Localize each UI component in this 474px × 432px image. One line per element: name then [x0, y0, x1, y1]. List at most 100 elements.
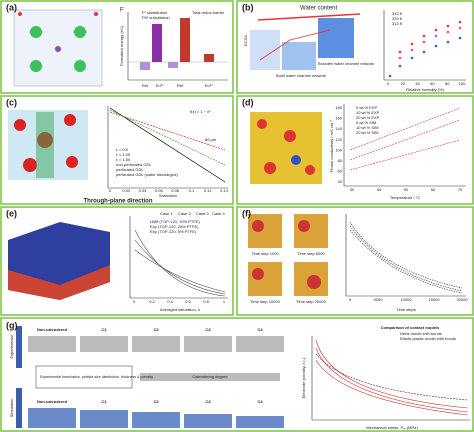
x-tick-label: 40: [415, 81, 420, 86]
x-label: Eu³⁺: [156, 83, 164, 88]
side-band: [16, 388, 22, 428]
x-tick-label: 40: [377, 187, 382, 192]
x-ticks: 0 0.2 0.4 0.6 0.8 1: [133, 299, 226, 304]
legend: ε = 1.50: [116, 157, 131, 162]
panel-border: [236, 206, 474, 316]
x-tick-label: 60: [431, 187, 436, 192]
side-band: [16, 326, 22, 368]
x-tick-label: 0: [109, 188, 112, 193]
y-tick-label: 100: [335, 147, 342, 152]
x-label: Saturation: [159, 193, 177, 198]
curve: [349, 221, 463, 294]
column-label: C3: [205, 399, 211, 404]
panel-border: [0, 0, 234, 94]
image: [8, 265, 110, 300]
curve: [134, 229, 226, 297]
panel-border: [0, 95, 234, 205]
column-label: C1: [101, 399, 107, 404]
column-label: C2: [153, 399, 159, 404]
legend: 0 wt.% EXP: [356, 105, 377, 110]
x-tick-label: 1: [223, 299, 226, 304]
markers: [398, 26, 462, 60]
panel-letter: F: [120, 8, 124, 14]
legend: perforated GDL (water discharged): [116, 172, 178, 177]
curve: [315, 339, 469, 416]
markers: [388, 36, 462, 78]
legend: 10 wt.% SIM: [356, 125, 378, 130]
x-tick-label: 0.6: [185, 299, 191, 304]
x-tick-label: 0.2: [149, 299, 155, 304]
bar: [204, 54, 214, 62]
annotation: Water content: [300, 6, 337, 12]
column-label: Non-calendered: [37, 327, 68, 332]
x-label: Ref: [177, 83, 184, 88]
bar: [168, 62, 178, 68]
row-label: Simulation: [9, 399, 14, 418]
legend: Case 4: [212, 211, 225, 216]
x-tick-label: 0.14: [220, 188, 229, 193]
legend: 343 K: [392, 11, 403, 16]
legend: Case 1: [160, 211, 173, 216]
x-label: Relative humidity (%): [406, 87, 444, 92]
annotation: 80 µm: [205, 137, 217, 142]
x-tick-label: 0: [387, 81, 390, 86]
caption: Time step 20000: [296, 299, 326, 304]
x-label: Mechanical stress, Pₘ (MPa): [366, 425, 418, 430]
annotation: f(x) = 1 − x³: [190, 109, 211, 114]
legend: LBM (TGP-120, 10% PTFE): [150, 219, 200, 224]
annotation: Total redox barrier: [192, 10, 225, 15]
x-label: Time steps: [396, 307, 415, 312]
y-tick-label: 160: [335, 116, 342, 121]
curve: [109, 107, 226, 183]
legend: 10 wt.% EXP: [356, 110, 380, 115]
curve: [109, 109, 226, 166]
bar: [152, 24, 162, 62]
ticks: 30 40 50 60 70 40 60 80 100 120 140 160 180: [335, 105, 463, 192]
column-label: C4: [257, 327, 263, 332]
x-tick-label: 30: [350, 187, 355, 192]
annotation: Through-plane direction: [84, 199, 153, 205]
column-label: Non-calendered: [37, 399, 68, 404]
column-label: C1: [101, 327, 107, 332]
image: [36, 112, 54, 178]
panel-label: (d): [242, 97, 254, 107]
curve: [315, 353, 469, 401]
x-label: Averaged saturation, s: [160, 307, 200, 312]
panel-label: (f): [242, 208, 251, 218]
image: [257, 119, 315, 175]
x-tick-label: 20: [401, 81, 406, 86]
panel-label: (b): [242, 2, 254, 12]
legend: 333 K: [392, 16, 403, 21]
y-tick-label: 60: [338, 168, 343, 173]
panel-border: [0, 206, 234, 316]
legend: 0 wt.% SIM: [356, 120, 376, 125]
y-label: Electrode porosity, ε (-): [301, 357, 306, 399]
crystal-image: [13, 9, 103, 87]
x-tick-label: 0.1: [189, 188, 195, 193]
legend: Case 3: [196, 211, 209, 216]
axis: [383, 10, 466, 81]
legend: ε = 0.5: [116, 147, 129, 152]
panel-border: [236, 95, 474, 205]
image: [282, 42, 316, 70]
legend: Pbᶜ substitution: [142, 15, 170, 20]
x-ticks: 0 5000 10000 15000 20000: [349, 297, 468, 302]
axis: [127, 12, 228, 81]
caption: Time step 10000: [250, 299, 280, 304]
x-tick-label: 20000: [456, 297, 468, 302]
curve: [349, 107, 461, 171]
x-tick-label: 70: [458, 187, 463, 192]
y-label: Formation energy (eV): [119, 25, 124, 66]
annotation: ECSA: [243, 35, 248, 46]
column-label: C3: [205, 327, 211, 332]
x-ticks: 0 0.02 0.04 0.06 0.08 0.1 0.12 0.14: [109, 188, 229, 193]
x-label: Ref: [142, 83, 149, 88]
image: [291, 155, 301, 165]
image: [248, 214, 328, 296]
box: [35, 365, 133, 389]
annotation: Experimental formulation, particle size …: [40, 375, 153, 379]
image: [318, 18, 354, 58]
x-tick-label: 0: [133, 299, 136, 304]
y-tick-label: 120: [335, 137, 342, 142]
